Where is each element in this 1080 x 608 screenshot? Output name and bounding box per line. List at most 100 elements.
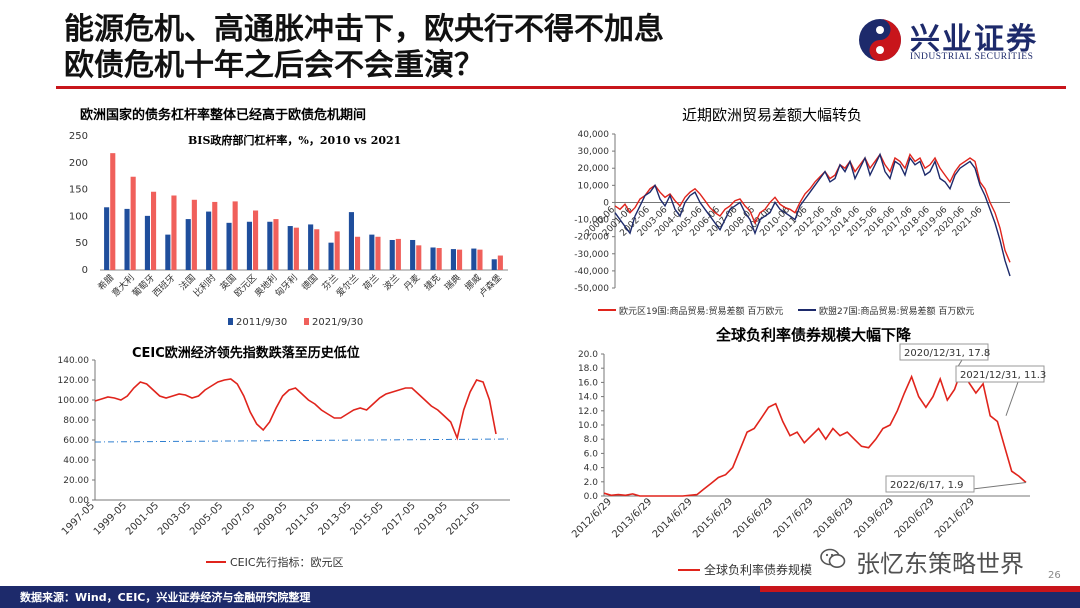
logo-text-en: INDUSTRIAL SECURITIES	[910, 52, 1034, 62]
bar-2011	[369, 234, 375, 270]
bar-2021	[293, 227, 299, 270]
x-tick-label: 2017/6/29	[772, 496, 816, 540]
bar-2021	[212, 201, 218, 270]
y-tick-label: 2.0	[584, 478, 599, 488]
annotation-label: 2022/6/17, 1.9	[890, 480, 964, 491]
wechat-icon	[820, 548, 846, 568]
bar-2011	[287, 226, 293, 270]
bar-2011	[328, 242, 334, 270]
footer-bar: 数据来源：Wind，CEIC，兴业证券经济与金融研究院整理	[0, 586, 1080, 608]
y-tick-label: 250	[69, 131, 88, 142]
watermark: 张忆东策略世界	[820, 546, 1050, 578]
chart-title: 欧洲国家的债务杠杆率整体已经高于欧债危机期间	[80, 108, 367, 123]
x-tick-label: 2019-05	[413, 500, 450, 537]
annotation-box	[885, 475, 975, 493]
x-tick-label: 2015/6/29	[691, 496, 735, 540]
y-tick-label: 14.0	[578, 393, 598, 403]
footer-accent	[760, 586, 1080, 592]
annotation-box	[955, 365, 1045, 383]
series-line	[94, 438, 511, 443]
x-tick-label: 2001-05	[124, 500, 161, 537]
bar-2021	[253, 210, 259, 270]
bar-2011	[165, 234, 171, 270]
x-tick-label: 2016/6/29	[731, 496, 775, 540]
bar-2021	[191, 199, 197, 270]
x-tick-label: 西班牙	[150, 272, 178, 300]
data-source: 数据来源：Wind，CEIC，兴业证券经济与金融研究院整理	[20, 591, 311, 604]
y-tick-label: 80.00	[63, 416, 89, 426]
bar-2021	[314, 229, 320, 270]
y-tick-label: 0	[603, 198, 609, 208]
y-tick-label: 10.0	[578, 421, 598, 431]
chart-negative-yield: 全球负利率债券规模大幅下降 0.0 2.0 4.0 6.0 8.0 10.0 12.0 14.…	[560, 318, 1060, 580]
x-tick-label: 匈牙利	[272, 272, 300, 300]
legend-label: 2011/9/30	[236, 317, 287, 328]
bar-2011	[491, 259, 497, 270]
y-tick-label: 18.0	[578, 364, 598, 374]
bar-2021	[395, 238, 401, 270]
bar-2021	[232, 201, 238, 270]
page-title: 能源危机、高通胀冲击下，欧央行不得不加息 欧债危机十年之后会不会重演？	[64, 12, 664, 84]
trade-line-chart-svg: -50,000 -40,000 -30,000 -20,000 -10,000 0 10,0…	[574, 130, 1011, 317]
y-tick-label: 50	[75, 238, 88, 249]
y-tick-label: -20,000	[574, 233, 609, 243]
series-line	[94, 378, 497, 441]
page-title-line-2: 欧债危机十年之后会不会重演？	[64, 48, 484, 83]
page-title-line-1: 能源危机、高通胀冲击下，欧央行不得不加息	[64, 12, 664, 47]
legend-label: 欧元区19国:商品贸易:贸易差额 百万欧元	[619, 305, 783, 317]
bar-2021	[110, 153, 116, 270]
y-tick-label: 30,000	[578, 147, 610, 157]
bar-2011	[389, 239, 395, 270]
logo-swirl-icon	[859, 19, 901, 61]
legend-label: 2021/9/30	[312, 317, 363, 328]
bar-2021	[375, 236, 381, 270]
bar-2011	[348, 212, 354, 270]
leading-index-line-chart-svg: 0.00 20.00 40.00 60.00 80.00 100.00 120.00 140.…	[58, 356, 511, 569]
x-tick-label: 丹麦	[401, 272, 422, 293]
x-tick-label: 2020/6/29	[893, 496, 937, 540]
annotation-label: 2020/12/31, 17.8	[904, 348, 990, 359]
bar-2011	[267, 221, 273, 270]
legend-label: 全球负利率债券规模	[704, 562, 812, 577]
x-tick-label: 2021/6/29	[933, 496, 977, 540]
logo-text-cn: 兴业证券	[910, 22, 1038, 57]
chart-leading-index: CEIC欧洲经济领先指数跌落至历史低位 0.00 20.00 40.00 60.00 8…	[40, 336, 520, 580]
x-tick-label: 2018/6/29	[812, 496, 856, 540]
bar-2021	[497, 255, 503, 270]
y-tick-label: -30,000	[574, 250, 609, 260]
chart-leverage: 欧洲国家的债务杠杆率整体已经高于欧债危机期间 BIS政府部门杠杆率，%，2010…	[40, 100, 520, 340]
x-tick-label: 荷兰	[360, 272, 381, 293]
chart-subtitle: BIS政府部门杠杆率，%，2010 vs 2021	[188, 134, 402, 147]
x-tick-label: 2019/6/29	[852, 496, 896, 540]
series-line	[614, 152, 1011, 277]
y-tick-label: -10,000	[574, 216, 609, 226]
x-tick-label: 波兰	[381, 272, 402, 293]
y-tick-label: 0.0	[584, 492, 599, 502]
bar-2011	[450, 249, 456, 270]
y-tick-label: 4.0	[584, 464, 599, 474]
y-tick-label: 40,000	[578, 130, 610, 140]
series-line	[614, 153, 1011, 263]
x-tick-label: 2012/6/29	[570, 496, 614, 540]
y-tick-label: 40.00	[63, 456, 89, 466]
bar-2011	[246, 221, 252, 270]
y-tick-label: 140.00	[58, 356, 90, 366]
bar-2011	[206, 211, 212, 270]
y-tick-label: 20.00	[63, 476, 89, 486]
y-tick-label: 16.0	[578, 378, 598, 388]
y-tick-label: -40,000	[574, 267, 609, 277]
page-number: 26	[1048, 570, 1061, 581]
x-tick-label: 2007-05	[220, 500, 257, 537]
x-tick-label: 2011-05	[284, 500, 321, 537]
x-tick-label: 德国	[299, 272, 320, 293]
series-line	[603, 367, 1027, 497]
x-tick-label: 2013/6/29	[610, 496, 654, 540]
annotation-box	[899, 343, 989, 361]
y-tick-label: -50,000	[574, 284, 609, 294]
x-tick-label: 2015-05	[349, 500, 386, 537]
y-tick-label: 12.0	[578, 407, 598, 417]
x-tick-label: 卢森堡	[476, 272, 504, 300]
x-tick-label: 2017-05	[381, 500, 418, 537]
y-tick-label: 20.0	[578, 350, 598, 360]
watermark-text: 张忆东策略世界	[856, 550, 1024, 578]
